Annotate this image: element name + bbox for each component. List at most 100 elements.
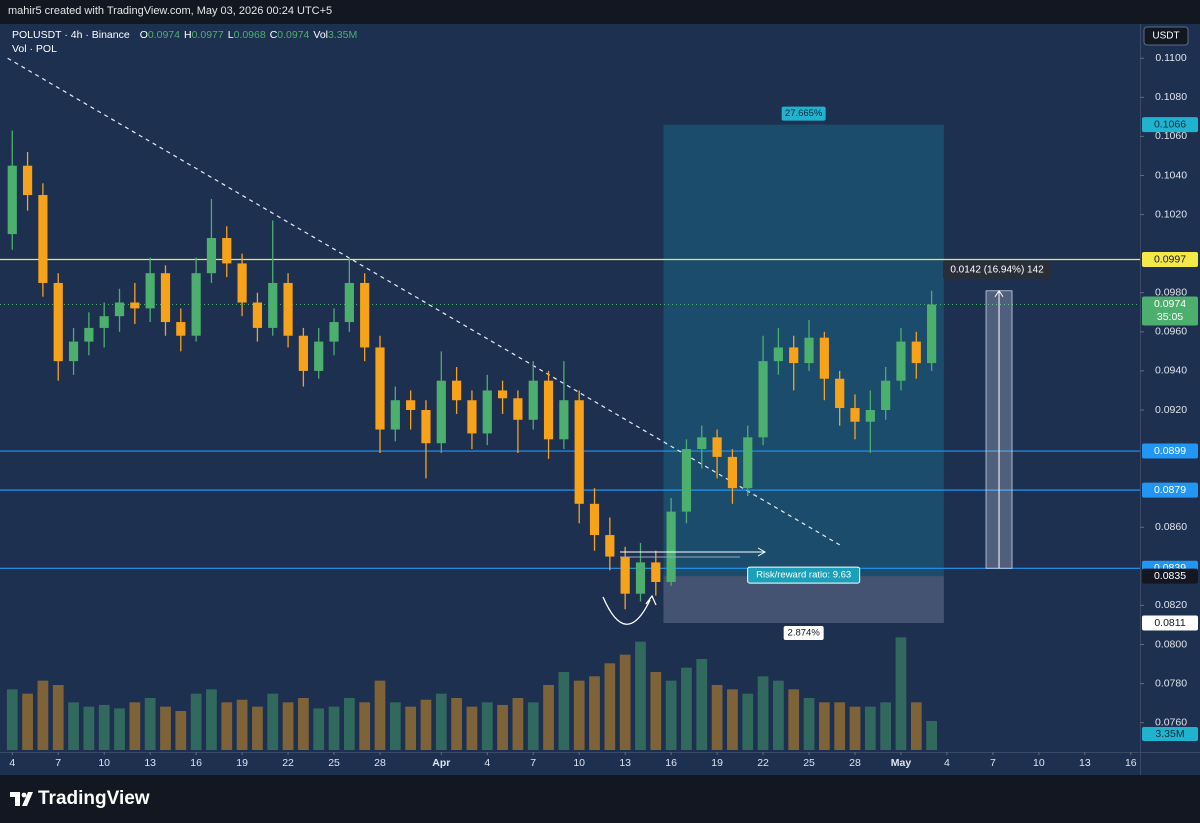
volume-bar <box>236 699 248 750</box>
level-price-tag: 0.0997 <box>1154 253 1186 265</box>
volume-bar <box>359 702 371 750</box>
projection-arrowhead <box>757 547 767 557</box>
y-tick-label: 0.1100 <box>1155 52 1186 64</box>
ratio-label: Risk/reward ratio: 9.63 <box>756 570 851 581</box>
volume-bar <box>160 706 171 750</box>
y-tick-label: 0.0920 <box>1155 404 1187 416</box>
candle-body <box>850 408 860 422</box>
measure-arrowhead <box>994 289 1004 298</box>
candle-body <box>574 400 584 504</box>
y-tick-label: 0.1020 <box>1155 208 1187 220</box>
volume-bar <box>52 685 64 750</box>
stop-label: 2.874% <box>788 628 821 639</box>
volume-bar <box>604 663 616 750</box>
x-tick-label: 10 <box>98 757 110 769</box>
candle-body <box>712 437 722 457</box>
candle-body <box>283 282 293 336</box>
y-tick-label: 0.1080 <box>1155 91 1187 103</box>
candle-body <box>881 380 891 410</box>
volume-bar <box>757 676 769 750</box>
ohlc-key: C <box>270 29 278 41</box>
x-tick-label: 4 <box>484 757 490 769</box>
volume-bar <box>926 720 937 750</box>
x-tick-label: 25 <box>803 757 815 769</box>
candle-body <box>53 282 63 362</box>
x-tick-label: 4 <box>9 757 15 769</box>
measure-label-bg <box>943 260 1052 279</box>
volume-bar <box>68 702 79 750</box>
candle-body <box>697 437 707 450</box>
ohlc-key: O <box>140 29 148 41</box>
y-tick-label: 0.0780 <box>1155 677 1187 689</box>
ohlc-value: 0.0974 <box>148 29 180 41</box>
x-tick-label: 13 <box>619 757 631 769</box>
volume-bar <box>864 706 876 750</box>
volume-bar <box>175 711 187 750</box>
candle-body <box>452 380 462 401</box>
volume-tag: 3.35M <box>1155 728 1184 740</box>
volume-bar <box>282 702 294 750</box>
volume-bar <box>343 698 355 750</box>
volume-bar <box>742 693 754 750</box>
volume-bar <box>558 672 570 750</box>
target-label: 27.665% <box>785 108 823 119</box>
volume-bar <box>619 654 631 750</box>
volume-bar <box>37 680 49 750</box>
volume-bar <box>221 702 233 750</box>
candle-body <box>559 400 569 440</box>
target-label-bg <box>781 106 826 121</box>
candle-body <box>804 337 814 364</box>
symbol: POLUSDT · 4h · Binance <box>12 29 130 41</box>
candle-body <box>68 341 79 362</box>
level-price-tag-bg <box>1142 443 1198 459</box>
candle-body <box>130 302 140 309</box>
candle-body <box>681 449 692 512</box>
candle-body <box>38 195 48 283</box>
volume-bar <box>512 698 524 750</box>
credit: mahir5 created with TradingView.com, May… <box>8 5 332 17</box>
volume-bar <box>267 693 279 750</box>
ohlc-value: 0.0968 <box>234 29 266 41</box>
x-tick-label: 16 <box>190 757 202 769</box>
x-tick-label: 7 <box>990 757 996 769</box>
x-tick-label: 28 <box>849 757 861 769</box>
candle-body <box>206 238 217 274</box>
vol-key: Vol <box>313 29 328 41</box>
candle-body <box>789 347 799 364</box>
y-tick-label: 0.1060 <box>1155 130 1187 142</box>
stop-label-bg <box>783 626 824 641</box>
candle-body <box>314 341 324 371</box>
candle-body <box>145 273 155 309</box>
x-tick-label: 28 <box>374 757 386 769</box>
volume-bar <box>451 698 462 750</box>
level-price-tag: 0.0879 <box>1154 484 1186 496</box>
candle-body <box>651 562 661 582</box>
volume-bar <box>313 708 325 750</box>
x-tick-label: 13 <box>144 757 156 769</box>
y-tick-label: 0.0980 <box>1155 287 1187 299</box>
x-tick-label: May <box>891 757 912 769</box>
candle-body <box>513 398 523 420</box>
volume-bar <box>144 698 156 750</box>
measure-label: 0.0142 (16.94%) 142 <box>950 264 1044 275</box>
candle-body <box>497 390 508 399</box>
last-price-tag-bg <box>1142 296 1198 326</box>
volume-bar <box>818 702 830 750</box>
candle-body <box>99 316 109 328</box>
volume-bar <box>389 702 401 750</box>
volume-bar <box>880 702 892 750</box>
candle-body <box>835 378 845 409</box>
candle-body <box>222 238 232 264</box>
target-price-tag: 0.1066 <box>1154 118 1186 130</box>
candle-body <box>114 302 125 317</box>
candle-body <box>773 347 783 362</box>
logo-mark <box>10 792 33 806</box>
entry-price-tag-bg <box>1142 568 1198 584</box>
y-tick-label: 0.0800 <box>1155 638 1187 650</box>
volume-title: Vol · POL <box>12 43 57 55</box>
candle-body <box>84 327 94 342</box>
chart-pane <box>0 24 1200 775</box>
brand: TradingView <box>38 788 150 809</box>
candle-body <box>160 273 171 323</box>
